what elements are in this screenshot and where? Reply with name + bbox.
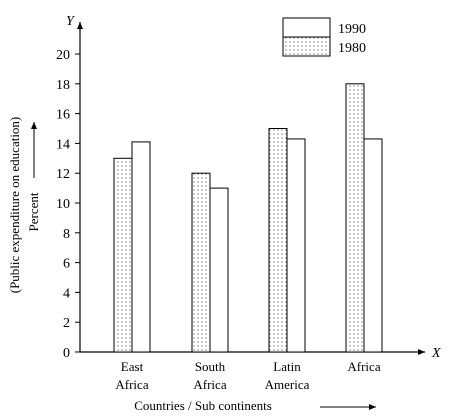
y-tick-label: 6 (63, 257, 70, 272)
y-tick-label: 12 (56, 167, 70, 182)
category-label: Africa (193, 377, 226, 392)
bar-1980-0 (113, 157, 133, 353)
bar-1990-1 (209, 187, 229, 353)
category-label: Africa (347, 359, 380, 374)
y-tick-label: 16 (56, 108, 70, 123)
bar-1980-3 (345, 83, 365, 353)
category-labels: East Africa South Africa Latin America Africa (115, 359, 380, 392)
y-axis-letter: Y (66, 14, 76, 29)
category-label: South (195, 359, 226, 374)
category-label: America (265, 377, 310, 392)
legend-label-1990: 1990 (338, 22, 366, 37)
category-label: East (121, 359, 144, 374)
y-tick-label: 4 (63, 286, 70, 301)
bar-1990-3 (363, 138, 383, 353)
y-tick-label: 18 (56, 78, 70, 93)
y-tick-label: 8 (63, 227, 70, 242)
y-axis-label-line2: Percent (26, 192, 41, 231)
legend-swatch-1990 (282, 17, 331, 38)
y-tick-label: 14 (56, 137, 70, 152)
y-tick-label: 20 (56, 48, 70, 63)
bar-1980-2 (268, 128, 288, 353)
bar-1990-0 (131, 141, 151, 353)
x-axis-label: Countries / Sub continents (134, 398, 272, 413)
bar-1990-2 (286, 138, 306, 353)
legend-swatch-1980 (282, 36, 331, 57)
y-tick-label: 10 (56, 197, 70, 212)
y-tick-label: 2 (63, 316, 70, 331)
y-axis-label: (Public expenditure on education) Percen… (7, 117, 41, 294)
y-ticks: 0 2 4 6 8 10 12 14 16 18 20 (56, 48, 80, 361)
category-label: Latin (273, 359, 301, 374)
y-axis-label-line1: (Public expenditure on education) (7, 117, 22, 294)
legend: 1990 1980 (282, 17, 366, 57)
y-axis: Y 0 2 4 6 8 10 12 14 16 18 20 (56, 14, 83, 361)
x-axis-letter: X (431, 346, 441, 361)
category-label: Africa (115, 377, 148, 392)
bar-1980-1 (191, 172, 211, 353)
y-tick-label: 0 (63, 346, 70, 361)
legend-label-1980: 1980 (338, 41, 366, 56)
x-axis-title: Countries / Sub continents (134, 398, 376, 413)
bars (113, 83, 383, 353)
